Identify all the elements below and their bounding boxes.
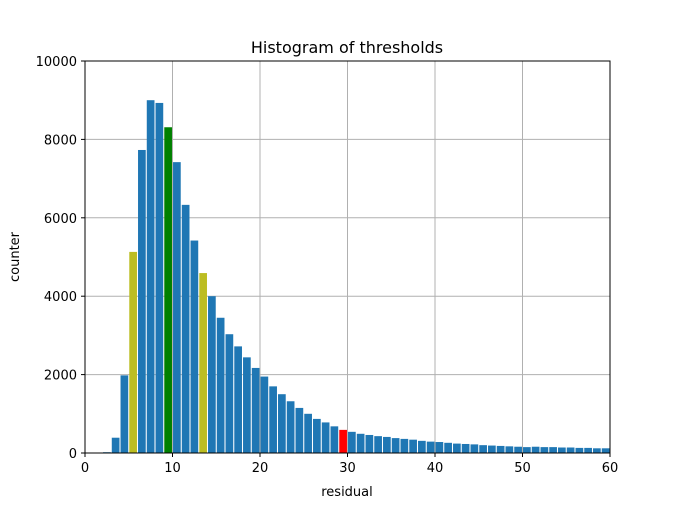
- x-tick-label: 60: [602, 461, 619, 476]
- histogram-bar: [400, 438, 409, 453]
- chart-title: Histogram of thresholds: [251, 38, 443, 57]
- histogram-bar: [173, 162, 181, 453]
- histogram-bar: [155, 102, 164, 453]
- histogram-bar: [339, 429, 347, 453]
- x-tick-label: 40: [427, 461, 444, 476]
- histogram-bar: [453, 443, 461, 453]
- x-tick-label: 30: [339, 461, 356, 476]
- histogram-bar: [409, 439, 417, 453]
- y-tick-label: 6000: [44, 212, 77, 227]
- x-tick-label: 10: [164, 461, 181, 476]
- histogram-bar: [278, 394, 286, 453]
- histogram-bar: [251, 367, 260, 453]
- histogram-bar: [225, 334, 234, 453]
- histogram-bar: [584, 447, 592, 453]
- histogram-bar: [418, 440, 426, 453]
- histogram-bar: [593, 448, 601, 453]
- x-tick-label: 50: [514, 461, 531, 476]
- histogram-bar: [496, 445, 505, 453]
- histogram-bar: [260, 376, 269, 453]
- histogram-bar: [435, 442, 444, 453]
- histogram-bar: [575, 447, 584, 453]
- histogram-bar: [549, 447, 557, 453]
- histogram-bar: [208, 296, 216, 453]
- histogram-bar: [216, 317, 225, 453]
- histogram-bar: [199, 273, 207, 453]
- histogram-bar: [190, 240, 199, 453]
- histogram-bar: [470, 444, 479, 453]
- x-axis-ticks: 0 10 20 30 40 50 60: [81, 453, 618, 476]
- histogram-bar: [566, 447, 575, 453]
- y-tick-label: 8000: [44, 133, 77, 148]
- histogram-bar: [488, 445, 496, 453]
- histogram-bar: [426, 441, 435, 453]
- histogram-bar: [356, 433, 365, 453]
- histogram-bar: [243, 357, 251, 453]
- histogram-bar: [146, 100, 155, 453]
- histogram-bar: [321, 422, 330, 453]
- histogram-bar: [295, 407, 304, 453]
- grid-lines: [84, 60, 611, 454]
- y-tick-label: 4000: [44, 290, 77, 305]
- y-axis-label: counter: [8, 231, 23, 282]
- histogram-bar: [304, 413, 312, 453]
- histogram-bars: [103, 100, 610, 454]
- histogram-bar: [330, 426, 339, 453]
- histogram-bar: [111, 437, 120, 453]
- x-tick-label: 20: [252, 461, 269, 476]
- histogram-bar: [120, 375, 129, 453]
- histogram-bar: [444, 442, 452, 453]
- histogram-bar: [374, 436, 382, 453]
- y-tick-label: 2000: [44, 369, 77, 384]
- histogram-bar: [164, 127, 172, 453]
- histogram-bar: [461, 443, 470, 453]
- histogram-bar: [138, 149, 146, 454]
- histogram-bar: [479, 445, 487, 453]
- histogram-bar: [313, 418, 321, 453]
- histogram-bar: [523, 447, 531, 453]
- y-axis-ticks: 0 2000 4000 6000 8000 10000: [36, 55, 85, 462]
- histogram-bar: [286, 401, 295, 453]
- histogram-bar: [383, 436, 391, 453]
- histogram-bar: [514, 446, 522, 453]
- histogram-bar: [365, 434, 374, 453]
- x-axis-label: residual: [321, 485, 373, 500]
- histogram-bar: [505, 446, 514, 453]
- histogram-bar: [601, 448, 610, 453]
- histogram-bar: [540, 447, 549, 453]
- histogram-bar: [391, 438, 400, 453]
- histogram-bar: [234, 346, 242, 453]
- x-tick-label: 0: [81, 461, 89, 476]
- histogram-bar: [129, 251, 137, 453]
- histogram-bar: [348, 431, 356, 453]
- histogram-bar: [181, 204, 190, 453]
- y-tick-label: 0: [69, 447, 77, 462]
- histogram-bar: [558, 447, 566, 453]
- histogram-bar: [531, 446, 540, 453]
- histogram-bar: [269, 386, 277, 453]
- y-tick-label: 10000: [36, 55, 77, 70]
